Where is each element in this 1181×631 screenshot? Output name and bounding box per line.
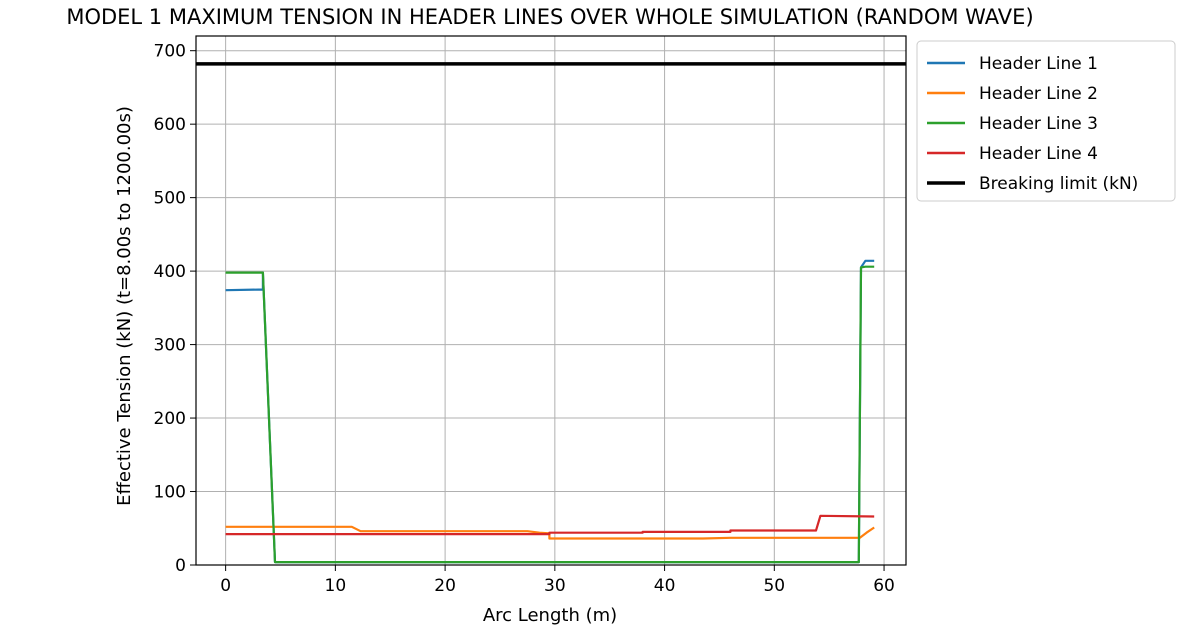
- legend-label: Header Line 1: [979, 54, 1098, 74]
- y-tick-label: 100: [154, 483, 186, 503]
- y-tick-label: 200: [154, 409, 186, 429]
- y-tick-label: 700: [154, 42, 186, 62]
- chart-title: MODEL 1 MAXIMUM TENSION IN HEADER LINES …: [66, 5, 1033, 29]
- y-tick-label: 300: [154, 336, 186, 356]
- y-tick-label: 500: [154, 189, 186, 209]
- x-tick-label: 50: [763, 576, 785, 596]
- plot-frame: [195, 35, 907, 566]
- legend-label: Header Line 2: [979, 84, 1098, 104]
- legend-box: [916, 40, 1176, 202]
- x-tick-label: 30: [544, 576, 566, 596]
- legend: Header Line 1 Header Line 2 Header Line 3 H…: [916, 40, 1176, 202]
- x-tick-label: 0: [220, 576, 231, 596]
- y-tick-label: 600: [154, 115, 186, 135]
- legend-label: Breaking limit (kN): [979, 174, 1138, 194]
- y-tick-label: 0: [175, 556, 186, 576]
- series-line-4: [225, 514, 875, 536]
- legend-label: Header Line 3: [979, 114, 1098, 134]
- x-tick-label: 10: [325, 576, 347, 596]
- grid-lines: [196, 36, 906, 566]
- x-axis-label: Arc Length (m): [483, 605, 617, 626]
- y-tick-label: 400: [154, 262, 186, 282]
- legend-label: Header Line 4: [979, 144, 1098, 164]
- plot-series: [196, 62, 906, 564]
- x-tick-label: 20: [434, 576, 456, 596]
- y-axis-label: Effective Tension (kN) (t=8.00s to 1200.…: [114, 106, 135, 506]
- x-tick-label: 60: [873, 576, 895, 596]
- x-tick-label: 40: [654, 576, 676, 596]
- series-line-2: [225, 525, 875, 540]
- series-line-1: [225, 259, 875, 564]
- series-line-3: [225, 265, 875, 564]
